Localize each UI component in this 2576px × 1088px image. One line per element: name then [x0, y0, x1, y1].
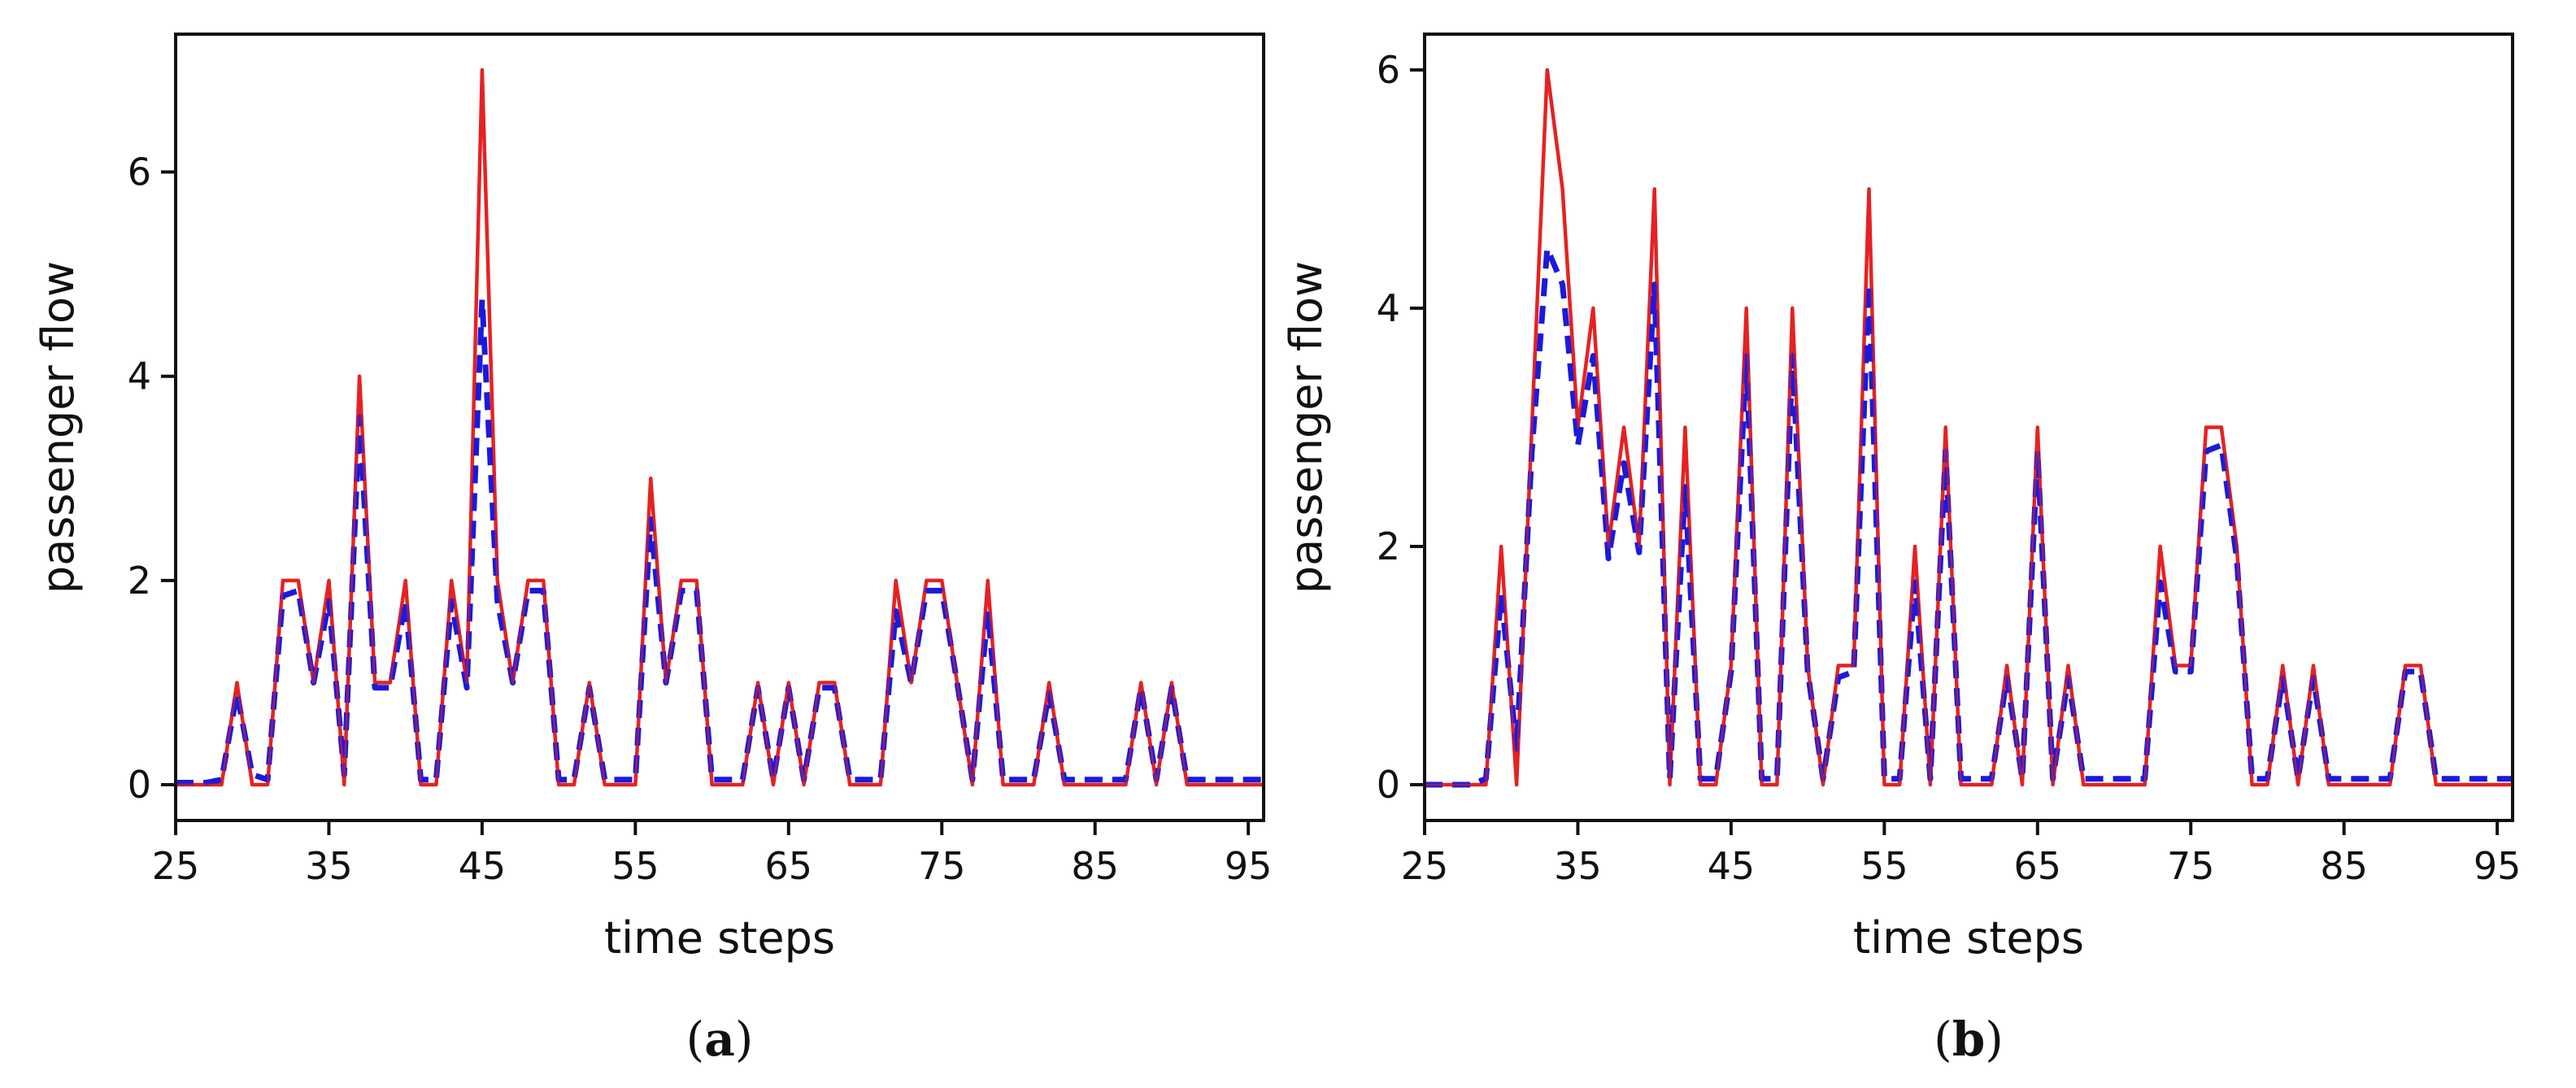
y-tick-label: 4: [128, 355, 151, 398]
x-tick-label: 25: [1401, 844, 1449, 888]
panel-label-close: ): [735, 1012, 754, 1067]
x-tick-label: 55: [1860, 844, 1908, 888]
plot-frame: [1423, 33, 2514, 822]
series-line-actual-overlay: [176, 68, 1264, 786]
chart-panel-b: 25 35 45 55 65 75 85 95 0 2 4 6 time steps passenger …: [1281, 33, 2522, 1067]
x-tick-label: 55: [611, 844, 659, 888]
panel-label-letter: a: [704, 1012, 735, 1067]
y-tick-label: 6: [1377, 48, 1400, 92]
series-group: [176, 67, 1264, 787]
x-tick-label: 65: [2014, 844, 2062, 888]
panel-label: (a): [686, 1012, 754, 1067]
panel-label-close: ): [1985, 1012, 2004, 1067]
x-tick-label: 65: [765, 844, 813, 888]
chart-panel-a: 25 35 45 55 65 75 85 95 0 2 4 6 time steps passenger …: [33, 33, 1273, 1067]
y-tick-label: 4: [1377, 286, 1400, 330]
series-group: [1425, 67, 2513, 788]
x-tick-label: 75: [918, 844, 966, 888]
panel-label: (b): [1934, 1012, 2004, 1067]
series-line-actual: [176, 67, 1264, 787]
x-tick-label: 45: [459, 844, 507, 888]
x-tick-label: 75: [2167, 844, 2215, 888]
x-tick-label: 45: [1708, 844, 1756, 888]
series-line-actual: [1425, 67, 2513, 787]
y-tick-label: 0: [128, 763, 151, 807]
x-tick-label: 35: [305, 844, 353, 888]
x-tick-label: 25: [152, 844, 200, 888]
y-tick-label: 2: [128, 559, 151, 603]
y-axis-label: passenger flow: [1281, 261, 1332, 594]
x-tick-label: 35: [1554, 844, 1602, 888]
x-axis-label: time steps: [1853, 912, 2084, 964]
panel-label-open: (: [1934, 1012, 1952, 1067]
panel-label-open: (: [686, 1012, 705, 1067]
y-tick-label: 2: [1377, 524, 1400, 568]
x-axis-label: time steps: [604, 912, 835, 964]
series-line-predicted: [1425, 246, 2513, 788]
x-tick-label: 85: [1071, 844, 1119, 888]
panel-label-letter: b: [1952, 1012, 1986, 1067]
y-axis-label: passenger flow: [33, 261, 84, 594]
series-line-actual-overlay: [1425, 68, 2513, 786]
plot-frame: [174, 33, 1265, 822]
x-tick-label: 95: [1225, 844, 1273, 888]
x-tick-label: 95: [2474, 844, 2522, 888]
y-tick-label: 6: [128, 150, 151, 194]
y-tick-label: 0: [1377, 763, 1400, 807]
x-tick-label: 85: [2320, 844, 2368, 888]
